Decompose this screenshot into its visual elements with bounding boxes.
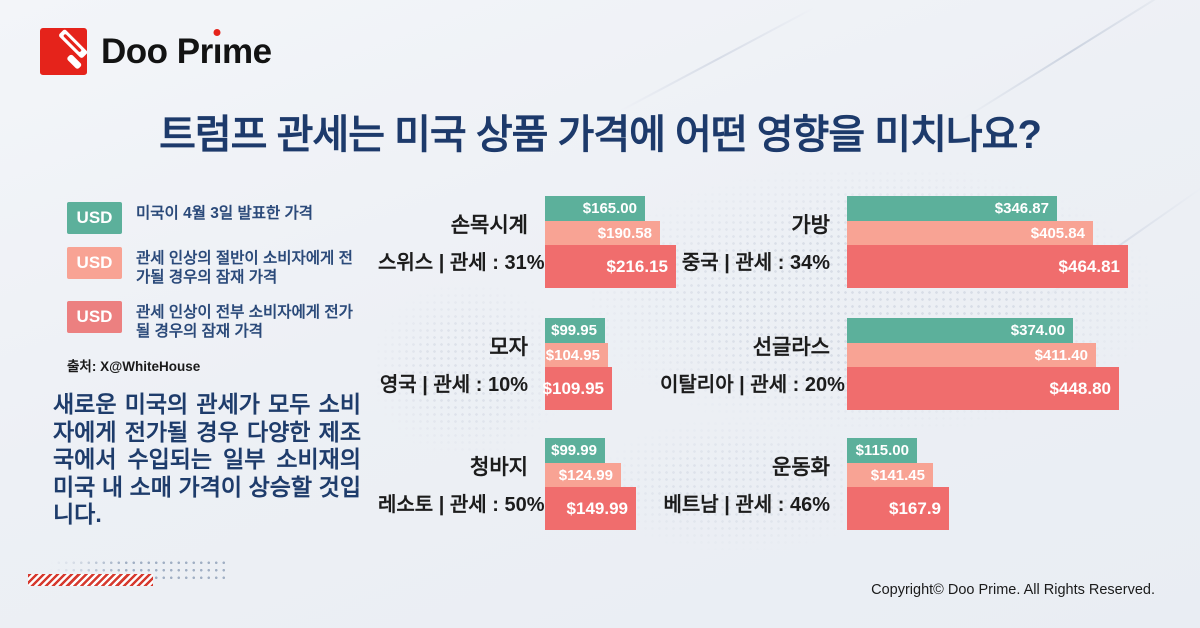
product-group-sunglasses: 선글라스 이탈리아 | 관세 : 20% $374.00 $411.40 $448.80 (660, 318, 1119, 410)
product-name: 운동화 (772, 456, 830, 479)
bar-hat-series-1: $104.95 (545, 343, 608, 367)
product-origin-tariff: 베트남 | 관세 : 46% (663, 494, 830, 516)
product-group-jeans: 청바지 레소토 | 관세 : 50% $99.99 $124.99 $149.99 (378, 438, 636, 530)
bar-stack-hat: $99.95 $104.95 $109.95 (543, 318, 612, 410)
bar-sunglasses-series-1: $411.40 (847, 343, 1096, 367)
usd-badge-red: USD (67, 300, 122, 333)
page-title: 트럼프 관세는 미국 상품 가격에 어떤 영향을 미치나요? (159, 113, 1042, 157)
source-note: 출처: X@WhiteHouse (67, 358, 201, 374)
product-origin-tariff: 레소토 | 관세 : 50% (378, 494, 545, 516)
bar-stack-bag: $346.87 $405.84 $464.81 (847, 196, 1128, 288)
bar-sneakers-series-2: $167.9 (847, 487, 949, 530)
product-origin-tariff: 중국 | 관세 : 34% (681, 252, 830, 274)
product-group-watch: 손목시계 스위스 | 관세 : 31% $165.00 $190.58 $216.15 (378, 196, 676, 288)
product-origin-tariff: 영국 | 관세 : 10% (379, 374, 528, 396)
background-streak (619, 6, 815, 112)
usd-badge-green: USD (67, 202, 122, 234)
legend-label: 관세 인상이 전부 소비자에게 전가될 경우의 잠재 가격 (136, 303, 353, 340)
bar-stack-jeans: $99.99 $124.99 $149.99 (545, 438, 636, 530)
decor-red-hatched-bar (28, 574, 153, 586)
product-name: 선글라스 (752, 336, 830, 359)
bar-sunglasses-series-0: $374.00 (847, 318, 1073, 343)
product-name: 청바지 (470, 456, 528, 479)
doo-prime-logo-icon (40, 28, 87, 75)
legend-label: 관세 인상의 절반이 소비자에게 전가될 경우의 잠재 가격 (136, 250, 353, 286)
summary-paragraph: 새로운 미국의 관세가 모두 소비자에게 전가될 경우 다양한 제조국에서 수입… (53, 391, 361, 527)
brand-wordmark: Doo Prıme (101, 28, 272, 75)
product-name: 손목시계 (450, 214, 528, 237)
product-name: 모자 (489, 336, 528, 359)
legend-item-half-passthrough: USD 관세 인상의 절반이 소비자에게 전가될 경우의 잠재 가격 (67, 247, 397, 288)
bar-sunglasses-series-2: $448.80 (847, 367, 1119, 410)
legend: USD 미국이 4월 3일 발표한 가격 USD 관세 인상의 절반이 소비자에… (67, 202, 397, 375)
product-group-hat: 모자 영국 | 관세 : 10% $99.95 $104.95 $109.95 (378, 318, 612, 410)
bar-hat-series-0: $99.95 (545, 318, 605, 343)
copyright-text: Copyright© Doo Prime. All Rights Reserve… (871, 582, 1155, 598)
bar-sneakers-series-1: $141.45 (847, 463, 933, 487)
usd-badge-salmon: USD (67, 247, 122, 279)
brand-i-red-dot: ı (213, 28, 223, 75)
bar-sneakers-series-0: $115.00 (847, 438, 917, 463)
product-origin-tariff: 이탈리아 | 관세 : 20% (660, 374, 845, 396)
bar-stack-sneakers: $115.00 $141.45 $167.9 (847, 438, 949, 530)
bar-watch-series-0: $165.00 (545, 196, 645, 221)
legend-item-announced-price: USD 미국이 4월 3일 발표한 가격 (67, 202, 397, 234)
bar-stack-sunglasses: $374.00 $411.40 $448.80 (847, 318, 1119, 410)
bar-bag-series-1: $405.84 (847, 221, 1093, 245)
bar-watch-series-2: $216.15 (545, 245, 676, 288)
doo-prime-logo: Doo Prıme (40, 28, 272, 75)
bar-watch-series-1: $190.58 (545, 221, 660, 245)
bar-jeans-series-0: $99.99 (545, 438, 605, 463)
bar-bag-series-2: $464.81 (847, 245, 1128, 288)
product-origin-tariff: 스위스 | 관세 : 31% (378, 252, 545, 274)
bar-stack-watch: $165.00 $190.58 $216.15 (545, 196, 676, 288)
bar-jeans-series-2: $149.99 (545, 487, 636, 530)
legend-label: 미국이 4월 3일 발표한 가격 (136, 205, 314, 222)
bar-jeans-series-1: $124.99 (545, 463, 621, 487)
bar-bag-series-0: $346.87 (847, 196, 1057, 221)
product-name: 가방 (791, 214, 830, 237)
legend-item-full-passthrough: USD 관세 인상이 전부 소비자에게 전가될 경우의 잠재 가격 (67, 300, 397, 342)
bar-hat-series-2: $109.95 (543, 367, 612, 410)
